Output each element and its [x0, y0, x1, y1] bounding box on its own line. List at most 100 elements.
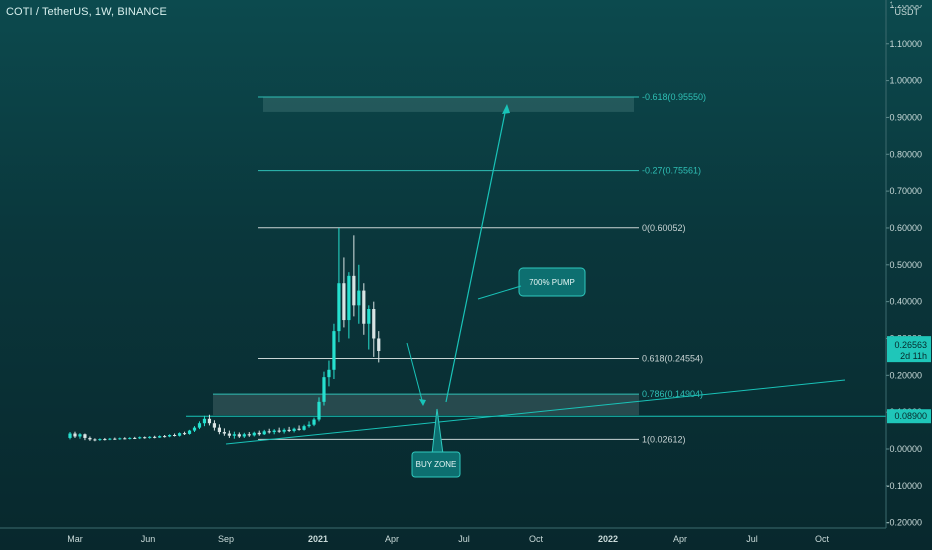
price-axis-label: 0.50000 — [889, 260, 922, 270]
buy-zone-callout-box[interactable] — [411, 451, 461, 478]
fib-level-label: 0.618(0.24554) — [642, 354, 703, 364]
current-price-value: 0.26563 — [894, 340, 927, 350]
drop-arrow-line — [406, 342, 424, 405]
price-axis-label: -0.10000 — [886, 481, 922, 491]
candle-body — [357, 290, 361, 306]
candle-body — [103, 439, 107, 441]
candle-body — [68, 433, 72, 438]
time-axis-label: 2021 — [308, 534, 328, 544]
fib-level-label: 0(0.60052) — [642, 223, 686, 233]
candle-body — [322, 377, 326, 402]
fib-level-label: -0.618(0.95550) — [642, 92, 706, 102]
buy-zone-rect — [213, 394, 639, 416]
candle-body — [182, 433, 187, 435]
pump-arrow-head — [502, 104, 510, 114]
candle-body — [153, 436, 157, 438]
candle-body — [267, 431, 271, 433]
candle-body — [177, 433, 182, 436]
candle-body — [292, 428, 296, 431]
candle-body — [128, 437, 132, 439]
candle-body — [297, 428, 301, 430]
price-axis-label: -0.20000 — [886, 518, 922, 528]
pump-callout-pointer — [477, 285, 522, 300]
price-axis-label: 1.00000 — [889, 76, 922, 86]
time-axis-label: Jun — [141, 534, 156, 544]
candle-body — [327, 369, 331, 378]
candle-body — [163, 436, 167, 438]
candle-body — [252, 432, 256, 436]
target-zone — [263, 96, 634, 112]
fib-level-label: 0.786(0.14904) — [642, 389, 703, 399]
candle-body — [98, 439, 102, 441]
time-axis-label: Apr — [385, 534, 399, 544]
candle-body — [242, 434, 246, 437]
candle-body — [372, 309, 376, 339]
candle-body — [158, 436, 162, 438]
candle-body — [88, 437, 92, 440]
candle-body — [302, 426, 306, 430]
candle-body — [362, 290, 366, 324]
candle-body — [247, 434, 251, 436]
time-axis-label: Oct — [529, 534, 544, 544]
candle-body — [187, 430, 192, 434]
pump-callout-box[interactable] — [518, 267, 586, 297]
price-axis-label: 0.20000 — [889, 370, 922, 380]
candle-timer: 2d 11h — [900, 351, 927, 361]
candle-body — [342, 283, 346, 321]
candle-body — [262, 431, 266, 435]
drop-arrow-head — [419, 399, 426, 406]
price-axis-label: 0.60000 — [889, 223, 922, 233]
candle-body — [133, 437, 137, 439]
current-price-badge — [887, 336, 931, 363]
candle-body — [197, 423, 202, 428]
time-axis-label: Mar — [67, 534, 83, 544]
candle-body — [307, 424, 311, 427]
candle-body — [227, 433, 231, 436]
candle-body — [212, 423, 217, 428]
price-axis-label: 0.00000 — [889, 444, 922, 454]
candle-body — [332, 331, 336, 370]
candle-body — [73, 433, 77, 437]
candle-body — [168, 435, 172, 437]
candle-body — [277, 430, 281, 432]
candle-body — [237, 434, 241, 437]
time-axis-label: Apr — [673, 534, 687, 544]
time-axis-label: Jul — [458, 534, 470, 544]
candle-body — [312, 419, 316, 425]
ascending-trendline — [225, 379, 846, 445]
candle-body — [272, 430, 276, 433]
candle-body — [232, 434, 236, 436]
price-axis-label: 0.90000 — [889, 112, 922, 122]
candle-body — [217, 427, 221, 433]
level-price-badge — [887, 409, 931, 424]
time-axis-label: Sep — [218, 534, 234, 544]
candle-body — [108, 438, 112, 440]
candle-body — [207, 418, 212, 424]
candle-body — [317, 401, 321, 420]
candle-body — [93, 439, 97, 441]
price-axis-label: 0.40000 — [889, 297, 922, 307]
candle-body — [192, 427, 197, 431]
candle-body — [83, 434, 87, 438]
price-axis-label: 1.10000 — [889, 39, 922, 49]
candle-body — [123, 438, 127, 440]
candle-body — [172, 435, 177, 437]
candle-body — [138, 437, 142, 439]
candle-body — [78, 434, 82, 437]
buy-zone-label: BUY ZONE — [416, 460, 457, 469]
pump-callout-label: 700% PUMP — [529, 278, 575, 287]
time-axis-label: Oct — [815, 534, 830, 544]
candle-body — [352, 275, 356, 306]
candle-body — [113, 438, 117, 440]
candle-body — [282, 429, 286, 432]
candle-body — [377, 338, 381, 352]
pump-arrow-line — [445, 107, 507, 403]
fib-level-label: -0.27(0.75561) — [642, 166, 701, 176]
candle-body — [148, 436, 152, 438]
currency-label: USDT — [895, 7, 920, 17]
level-price-value: 0.08900 — [894, 411, 927, 421]
candle-body — [143, 437, 147, 439]
price-axis-clip — [892, 0, 932, 5]
